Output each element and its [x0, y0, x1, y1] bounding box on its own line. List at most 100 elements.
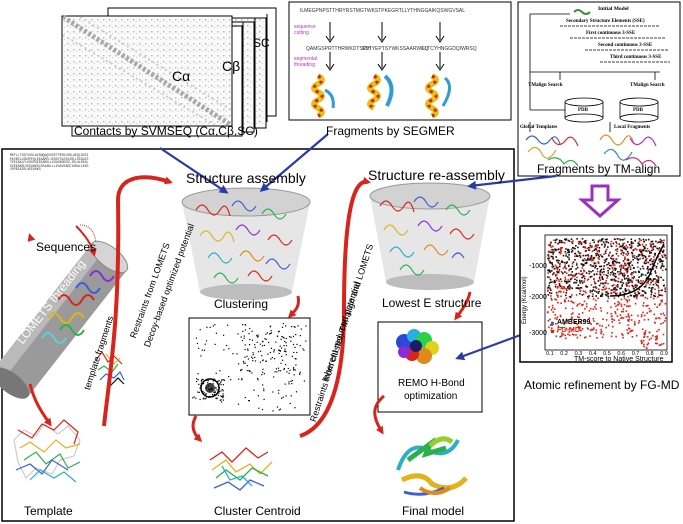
fgmd-point [663, 314, 666, 317]
amber99-point [620, 264, 623, 267]
amber99-point [552, 265, 555, 268]
fgmd-point [657, 262, 659, 265]
fgmd-point [572, 240, 574, 242]
cluster-dot [220, 384, 222, 386]
fgmd-point [631, 281, 633, 283]
amber99-point [648, 286, 650, 289]
amber99-point [610, 271, 612, 274]
amber99-point [555, 249, 557, 252]
amber99-point [571, 242, 574, 245]
fgmd-point [622, 266, 625, 268]
amber99-point [650, 244, 652, 246]
amber99-point [570, 273, 572, 276]
amber99-point [608, 262, 610, 264]
fgmd-point [599, 307, 602, 309]
fgmd-point [550, 249, 553, 251]
cluster-dot [213, 391, 215, 393]
amber99-point [612, 288, 614, 291]
amber99-point [550, 255, 553, 258]
amber99-point [591, 246, 593, 248]
amber99-point [659, 238, 662, 241]
fgmd-point [589, 291, 592, 294]
amber99-point [604, 293, 607, 296]
cluster-dot [244, 329, 246, 331]
amber99-point [549, 287, 551, 289]
cluster-centroid-label: Cluster Centroid [214, 504, 301, 518]
fgmd-point [602, 333, 605, 336]
amber99-point [580, 243, 583, 245]
amber99-point [549, 244, 551, 247]
amber99-point [644, 247, 646, 250]
cluster-dot [213, 378, 215, 380]
fgmd-point [605, 326, 607, 329]
amber99-point [616, 289, 618, 291]
fgmd-point [641, 243, 644, 246]
amber99-point [560, 285, 562, 288]
amber99-point [599, 270, 602, 272]
sequences-label: Sequences [36, 240, 97, 254]
cluster-dot [220, 399, 222, 401]
amber99-point [647, 261, 650, 264]
amber99-point [593, 273, 596, 276]
segmer-label: Fragments by SEGMER [326, 124, 455, 138]
fgmd-point [548, 326, 550, 329]
fgmd-point [620, 298, 623, 301]
fgmd-point [611, 267, 614, 269]
fgmd-point [640, 340, 643, 343]
amber99-point [568, 251, 571, 254]
amber99-point [637, 255, 640, 257]
fgmd-point [596, 249, 598, 252]
amber99-point [558, 251, 561, 254]
fgmd-point [622, 254, 624, 256]
fgmd-point [595, 303, 597, 306]
amber99-point [585, 272, 588, 274]
cluster-dot [294, 369, 296, 371]
amber99-point [582, 275, 585, 278]
cluster-dot [199, 387, 201, 389]
amber99-point [550, 281, 552, 283]
cluster-dot [197, 379, 199, 381]
amber99-point [598, 255, 601, 258]
amber99-point [621, 273, 624, 275]
amber99-point [644, 256, 647, 259]
cluster-dot [278, 389, 280, 391]
amber99-point [608, 254, 610, 257]
cluster-dot [214, 343, 216, 345]
cluster-dot [215, 397, 217, 399]
fgmd-point [583, 258, 586, 260]
amber99-point [571, 287, 573, 290]
fgmd-point [549, 243, 552, 245]
tm-initial-model: Initial Model [598, 6, 629, 12]
fgmd-point [583, 270, 586, 273]
fgmd-point [579, 329, 582, 332]
amber99-point [556, 238, 558, 241]
fgmd-point [603, 285, 606, 287]
fgmd-point [641, 341, 643, 344]
amber99-point [660, 259, 662, 261]
fgmd-point [652, 279, 654, 282]
fgmd-point [559, 252, 562, 254]
amber99-point [565, 282, 568, 284]
amber99-point [572, 247, 575, 249]
cluster-dot [237, 333, 239, 335]
amber99-point [549, 278, 552, 281]
amber99-point [550, 241, 552, 244]
amber99-point [586, 259, 589, 261]
fgmd-point [656, 296, 659, 298]
cluster-dot [203, 397, 205, 399]
fgmd-point [579, 273, 582, 276]
fgmd-point [656, 330, 658, 333]
amber99-point [647, 238, 650, 241]
amber99-point [604, 260, 607, 263]
amber99-point [583, 277, 586, 280]
amber99-point [642, 245, 645, 248]
fgmd-point [631, 329, 634, 332]
cluster-dot [285, 345, 288, 347]
cluster-dot [293, 369, 295, 371]
fgmd-point [620, 303, 623, 306]
amber99-point [603, 261, 606, 264]
fgmd-point [565, 267, 568, 270]
fgmd-point [578, 313, 580, 315]
fgmd-point [659, 252, 661, 255]
amber99-point [614, 273, 617, 275]
